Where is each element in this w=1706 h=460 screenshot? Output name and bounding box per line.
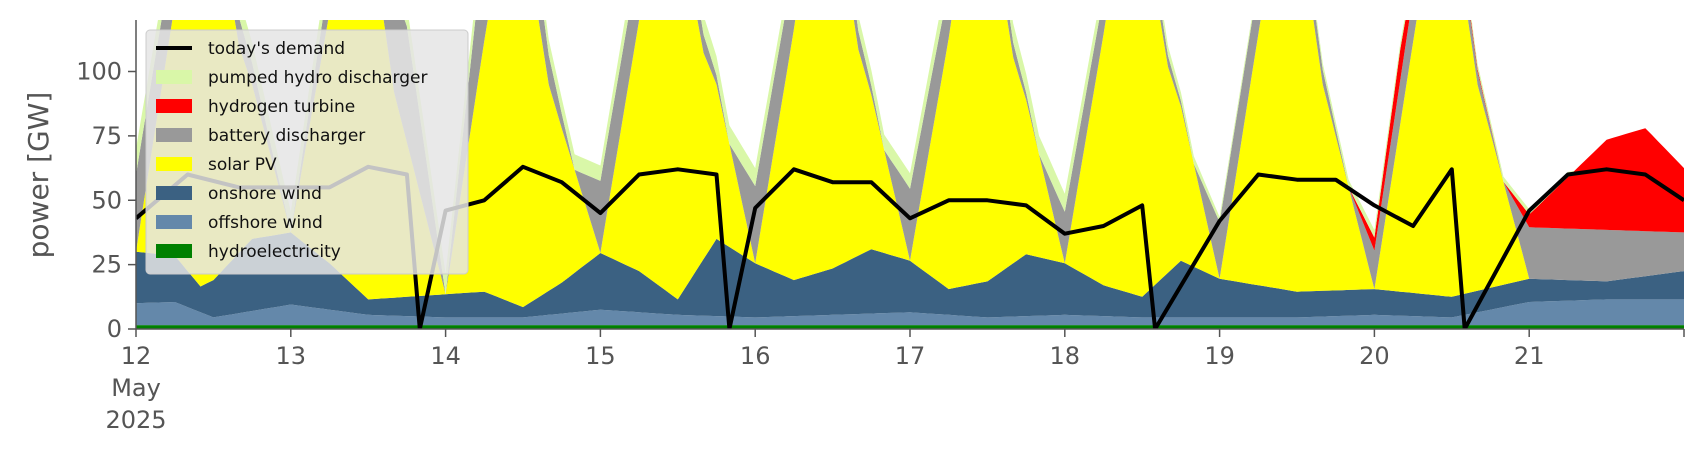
- y-ticks: 0 25 50 75 100: [76, 58, 136, 343]
- y-tick-label: 50: [91, 186, 122, 214]
- legend-label-today-s-demand: today's demand: [208, 39, 345, 59]
- legend-label-battery-discharger: battery discharger: [208, 126, 365, 146]
- area-solar-pv: [136, 20, 1684, 308]
- legend-swatch-hydrogen-turbine: [156, 99, 192, 113]
- legend-swatch-pumped-hydro-discharger: [156, 70, 192, 84]
- y-tick-label: 0: [107, 315, 122, 343]
- x-tick-sublabel: 2025: [105, 406, 166, 434]
- legend-swatch-hydroelectricity: [156, 244, 192, 258]
- legend-swatch-offshore-wind: [156, 215, 192, 229]
- legend-box: [145, 29, 469, 275]
- x-ticks: 12 May 2025 13 14 15 16 17 18 19 20 21: [105, 329, 1685, 434]
- x-tick-label: 14: [430, 342, 461, 370]
- area-onshore-wind: [136, 232, 1684, 318]
- x-tick-label: 17: [895, 342, 926, 370]
- legend-label-offshore-wind: offshore wind: [208, 213, 323, 233]
- y-tick-label: 25: [91, 251, 122, 279]
- legend-swatch-solar-pv: [156, 157, 192, 171]
- x-tick-label: 20: [1359, 342, 1390, 370]
- x-tick-label: 13: [276, 342, 307, 370]
- legend-label-pumped-hydro-discharger: pumped hydro discharger: [208, 68, 427, 88]
- axes: 0 25 50 75 100 12 May 2025 13 14 15 16 17 18 19 20 21 p…: [22, 20, 1685, 434]
- area-battery-discharger: [136, 20, 1684, 295]
- x-tick-label: 18: [1050, 342, 1081, 370]
- legend-swatch-battery-discharger: [156, 128, 192, 142]
- x-tick-label: 19: [1204, 342, 1235, 370]
- x-tick-sublabel: May: [111, 374, 161, 402]
- x-tick-label: 16: [740, 342, 771, 370]
- x-tick-label: 21: [1514, 342, 1545, 370]
- y-tick-label: 75: [91, 122, 122, 150]
- stacked-areas: [136, 20, 1684, 329]
- legend-label-hydrogen-turbine: hydrogen turbine: [208, 97, 355, 117]
- area-hydroelectricity: [136, 325, 1684, 329]
- x-tick-label: 15: [585, 342, 616, 370]
- legend-swatch-onshore-wind: [156, 186, 192, 200]
- y-tick-label: 100: [76, 58, 122, 86]
- area-offshore-wind: [136, 299, 1684, 326]
- legend-label-hydroelectricity: hydroelectricity: [208, 242, 341, 262]
- legend-label-onshore-wind: onshore wind: [208, 184, 322, 204]
- x-tick-label: 12: [121, 342, 152, 370]
- legend: today's demand pumped hydro discharger hyd…: [145, 29, 469, 275]
- legend-label-solar-pv: solar PV: [208, 155, 277, 175]
- y-axis-label: power [GW]: [22, 92, 55, 259]
